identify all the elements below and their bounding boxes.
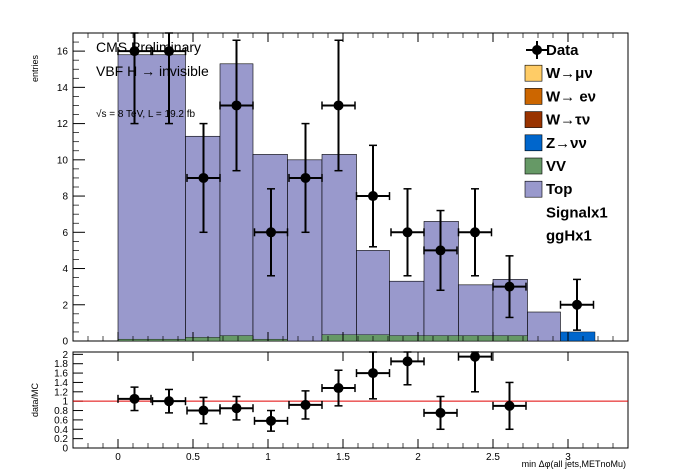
data-point-marker bbox=[164, 46, 174, 57]
ratio-y-tick-label: 1.8 bbox=[54, 359, 68, 370]
y-tick-label: 14 bbox=[57, 83, 69, 94]
data-points bbox=[117, 32, 595, 331]
data-point-marker bbox=[300, 172, 311, 183]
ratio-y-tick-label: 1.6 bbox=[54, 369, 68, 380]
legend-label: Data bbox=[546, 42, 579, 59]
vv-bar bbox=[117, 338, 186, 342]
data-point-marker bbox=[198, 172, 209, 183]
ratio-y-axis-title: data/MC bbox=[30, 382, 40, 417]
ratio-y-tick-label: 2 bbox=[62, 350, 68, 361]
legend-swatch bbox=[524, 64, 543, 82]
ratio-y-tick-label: 0.4 bbox=[54, 425, 68, 436]
vv-bar bbox=[252, 338, 288, 342]
y-tick-label: 4 bbox=[62, 264, 68, 275]
data-point-marker bbox=[504, 281, 515, 292]
x-tick-label: 0 bbox=[115, 452, 121, 463]
legend-label: W→τν bbox=[546, 112, 590, 129]
ratio-axes: 00.20.40.60.811.21.41.61.820 0.5 1 1.5 2 2.5 3 bbox=[54, 350, 628, 463]
ratio-point-marker bbox=[402, 356, 413, 367]
ratio-point-marker bbox=[198, 405, 209, 416]
legend-label: W→ eν bbox=[546, 88, 596, 105]
vv-bar bbox=[219, 335, 254, 342]
y-tick-label: 0 bbox=[62, 337, 68, 348]
ratio-y-tick-label: 0 bbox=[62, 444, 68, 455]
ratio-point-marker bbox=[164, 396, 174, 407]
y-tick-label: 8 bbox=[62, 192, 68, 203]
ratio-y-tick-label: 0.2 bbox=[54, 434, 68, 445]
main-axes: 0 2 4 6 8 10 12 14 16 bbox=[57, 32, 614, 348]
x-tick-label: 1 bbox=[265, 452, 271, 463]
legend-label: VV bbox=[546, 158, 566, 175]
legend-swatch bbox=[524, 157, 543, 175]
x-axis-title: min Δφ(all jets,METnoMu) bbox=[522, 459, 626, 469]
z-bar bbox=[560, 331, 596, 342]
data-point-marker bbox=[129, 46, 140, 57]
y-tick-label: 6 bbox=[62, 228, 68, 239]
legend-label: Top bbox=[546, 181, 572, 198]
top-bar bbox=[117, 54, 186, 342]
y-tick-label: 16 bbox=[57, 47, 69, 58]
top-bar bbox=[389, 280, 425, 342]
top-bar bbox=[527, 311, 561, 342]
top-bar bbox=[321, 154, 357, 342]
legend-swatch bbox=[524, 134, 543, 152]
y-tick-label: 10 bbox=[57, 155, 69, 166]
ratio-point-marker bbox=[333, 383, 344, 394]
x-tick-label: 1.5 bbox=[336, 452, 350, 463]
legend: Data W→μν W→ eν W→τν Z→νν VV Top Signalx1 ggHx1 bbox=[524, 41, 608, 245]
legend-swatch bbox=[524, 180, 543, 198]
vv-bar bbox=[492, 335, 528, 342]
vv-bar bbox=[389, 335, 425, 342]
x-tick-label: 2.5 bbox=[486, 452, 500, 463]
legend-swatch bbox=[524, 111, 543, 128]
y-tick-label: 12 bbox=[57, 119, 69, 130]
legend-label: ggHx1 bbox=[546, 228, 592, 245]
legend-data-marker bbox=[532, 45, 542, 55]
vv-bar bbox=[321, 334, 357, 342]
ratio-y-tick-label: 0.8 bbox=[54, 406, 68, 417]
data-point-marker bbox=[470, 227, 480, 238]
analysis-label: VBF H → invisible bbox=[96, 63, 209, 79]
data-point-marker bbox=[435, 245, 446, 256]
ratio-y-tick-label: 1 bbox=[62, 397, 68, 408]
legend-swatch bbox=[524, 88, 543, 105]
cms-preliminary-label: CMS Preliminary bbox=[96, 39, 201, 55]
ratio-point-marker bbox=[129, 393, 140, 404]
ratio-point-marker bbox=[231, 403, 242, 414]
vv-bar bbox=[185, 337, 221, 342]
x-tick-label: 0.5 bbox=[186, 452, 200, 463]
y-tick-label: 2 bbox=[62, 300, 68, 311]
x-tick-label: 2 bbox=[415, 452, 421, 463]
ratio-point-marker bbox=[266, 415, 276, 426]
top-bar bbox=[458, 284, 494, 342]
ratio-point-marker bbox=[504, 400, 515, 411]
ratio-points bbox=[117, 351, 527, 432]
data-point-marker bbox=[333, 100, 344, 111]
x-tick-label: 3 bbox=[565, 452, 571, 463]
energy-lumi-label: √s = 8 TeV, L = 19.2 fb bbox=[96, 108, 196, 120]
top-bar bbox=[287, 159, 323, 342]
ratio-plot-frame bbox=[72, 351, 629, 449]
ratio-point-marker bbox=[470, 351, 480, 362]
ratio-y-tick-label: 1.2 bbox=[54, 387, 68, 398]
data-point-marker bbox=[266, 227, 276, 238]
legend-label: W→μν bbox=[546, 65, 593, 82]
data-point-marker bbox=[368, 191, 378, 202]
data-point-marker bbox=[402, 227, 413, 238]
ratio-y-tick-label: 1.4 bbox=[54, 378, 68, 389]
vv-bar bbox=[423, 335, 459, 342]
main-y-axis-title: entries bbox=[30, 55, 40, 83]
data-point-marker bbox=[572, 299, 582, 310]
ratio-point-marker bbox=[368, 368, 378, 379]
ratio-point-marker bbox=[435, 407, 446, 418]
top-bar bbox=[356, 250, 390, 342]
legend-label: Z→νν bbox=[546, 135, 587, 152]
vv-bar bbox=[458, 335, 494, 342]
legend-label: Signalx1 bbox=[546, 204, 608, 221]
ratio-point-marker bbox=[300, 399, 311, 410]
ratio-y-tick-label: 0.6 bbox=[54, 415, 68, 426]
data-point-marker bbox=[231, 100, 242, 111]
